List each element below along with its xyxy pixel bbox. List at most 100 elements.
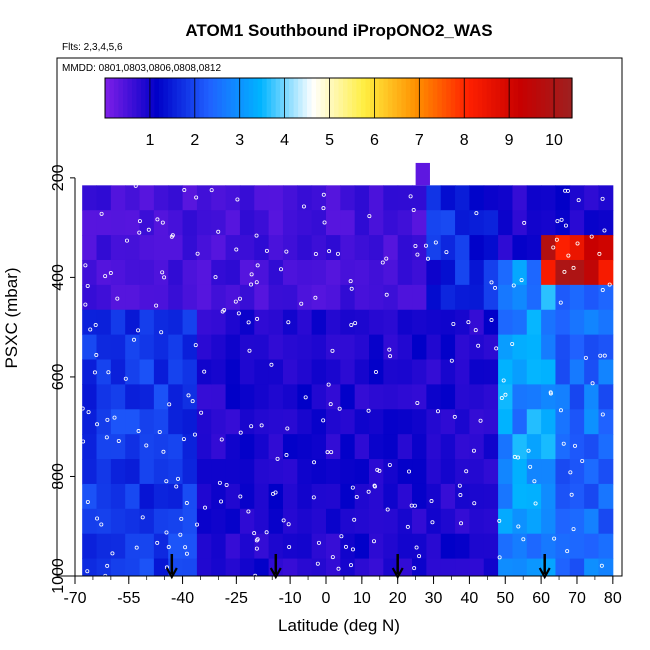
sample-point [184, 501, 189, 506]
sample-point [254, 538, 259, 543]
colorbar-segment [419, 78, 425, 118]
sample-point [162, 275, 167, 280]
heatmap-cell [282, 259, 298, 286]
heatmap-cell [440, 459, 456, 485]
sample-point [159, 330, 164, 335]
heatmap-cell [555, 235, 571, 261]
heatmap-cell [211, 235, 227, 261]
heatmap-cell [426, 434, 442, 460]
heatmap-cell [555, 359, 571, 385]
heatmap-cell [182, 359, 198, 385]
y-axis-label: PSXC (mbar) [2, 267, 21, 368]
heatmap-cell [541, 434, 556, 460]
heatmap-cell [96, 483, 112, 510]
heatmap-cell [254, 210, 270, 236]
heatmap-cell [555, 459, 571, 485]
colorbar-segment [167, 78, 173, 118]
heatmap-cell [325, 210, 341, 236]
sample-point [348, 563, 353, 568]
heatmap-cell [311, 384, 327, 410]
heatmap-cell [168, 334, 184, 361]
sample-point [328, 402, 333, 407]
heatmap-cell [282, 284, 298, 311]
sample-point [499, 396, 504, 401]
heatmap-cell [340, 459, 356, 485]
y-tick-label: 600 [50, 363, 67, 390]
heatmap-cell [311, 334, 327, 361]
heatmap-cell [584, 384, 599, 410]
heatmap-cell [397, 284, 413, 311]
heatmap-cell [225, 334, 241, 361]
sample-point [599, 563, 604, 568]
heatmap-cell [282, 359, 298, 385]
heatmap-cell [383, 384, 399, 410]
sample-point [176, 476, 181, 481]
sample-point [384, 256, 389, 261]
heatmap-cell [153, 235, 169, 261]
sample-point [607, 282, 612, 287]
sample-point [551, 245, 556, 250]
sample-point [193, 343, 198, 348]
heatmap-cell [354, 259, 370, 286]
heatmap-cell [110, 210, 126, 236]
heatmap-cell [110, 409, 126, 435]
sample-point [459, 521, 464, 526]
sample-point [413, 243, 418, 248]
sample-point [183, 545, 188, 550]
y-tick-label: 400 [50, 264, 67, 291]
sample-point [269, 362, 274, 367]
sample-point [559, 217, 564, 222]
heatmap-cell [512, 284, 528, 311]
sample-point [451, 322, 456, 327]
sample-point [405, 524, 410, 529]
heatmap-cell [96, 434, 112, 460]
sample-point [571, 527, 576, 532]
heatmap-cell [182, 459, 198, 485]
heatmap-cell [340, 384, 356, 410]
heatmap-cell [325, 334, 341, 361]
flight-arrows [165, 554, 551, 580]
sample-point [602, 353, 607, 358]
heatmap-cell [541, 259, 556, 286]
colorbar-tick-label: 5 [325, 132, 334, 149]
heatmap-cell [297, 235, 313, 261]
sample-point [255, 316, 260, 321]
heatmap-cell [354, 558, 370, 577]
sample-point [516, 455, 521, 460]
colorbar-segment [199, 78, 205, 118]
sample-point [449, 358, 454, 363]
heatmap-cell [598, 384, 614, 410]
sample-point [558, 300, 563, 305]
heatmap-cell [469, 508, 485, 535]
heatmap-cell [369, 384, 384, 410]
colorbar-segment [271, 78, 277, 118]
colorbar-tick-label: 4 [280, 132, 289, 149]
heatmap-cell [225, 359, 241, 385]
heatmap-cell [196, 259, 212, 286]
heatmap-cell [325, 459, 341, 485]
sample-point [278, 267, 283, 272]
heatmap-cell [282, 235, 298, 261]
sample-point [602, 228, 607, 233]
heatmap-cell [239, 409, 255, 435]
sample-point [367, 214, 372, 219]
heatmap-cell [239, 483, 255, 510]
heatmap-cell [254, 533, 270, 560]
heatmap-cell [383, 334, 399, 361]
heatmap-cell [96, 359, 112, 385]
heatmap-cell [584, 185, 599, 211]
x-tick-label: -25 [225, 590, 248, 607]
sample-point [561, 441, 566, 446]
sample-point [571, 265, 576, 270]
heatmap-cell [541, 508, 556, 535]
heatmap-cell [211, 558, 227, 577]
heatmap-cell [225, 185, 241, 211]
heatmap-cell [526, 210, 542, 236]
heatmap-cell [225, 309, 241, 336]
sample-point [192, 432, 197, 437]
heatmap-cell [541, 533, 556, 560]
sample-point [423, 243, 428, 248]
heatmap-cell [426, 210, 442, 236]
colorbar-segment [127, 78, 133, 118]
heatmap-cell [168, 359, 184, 385]
